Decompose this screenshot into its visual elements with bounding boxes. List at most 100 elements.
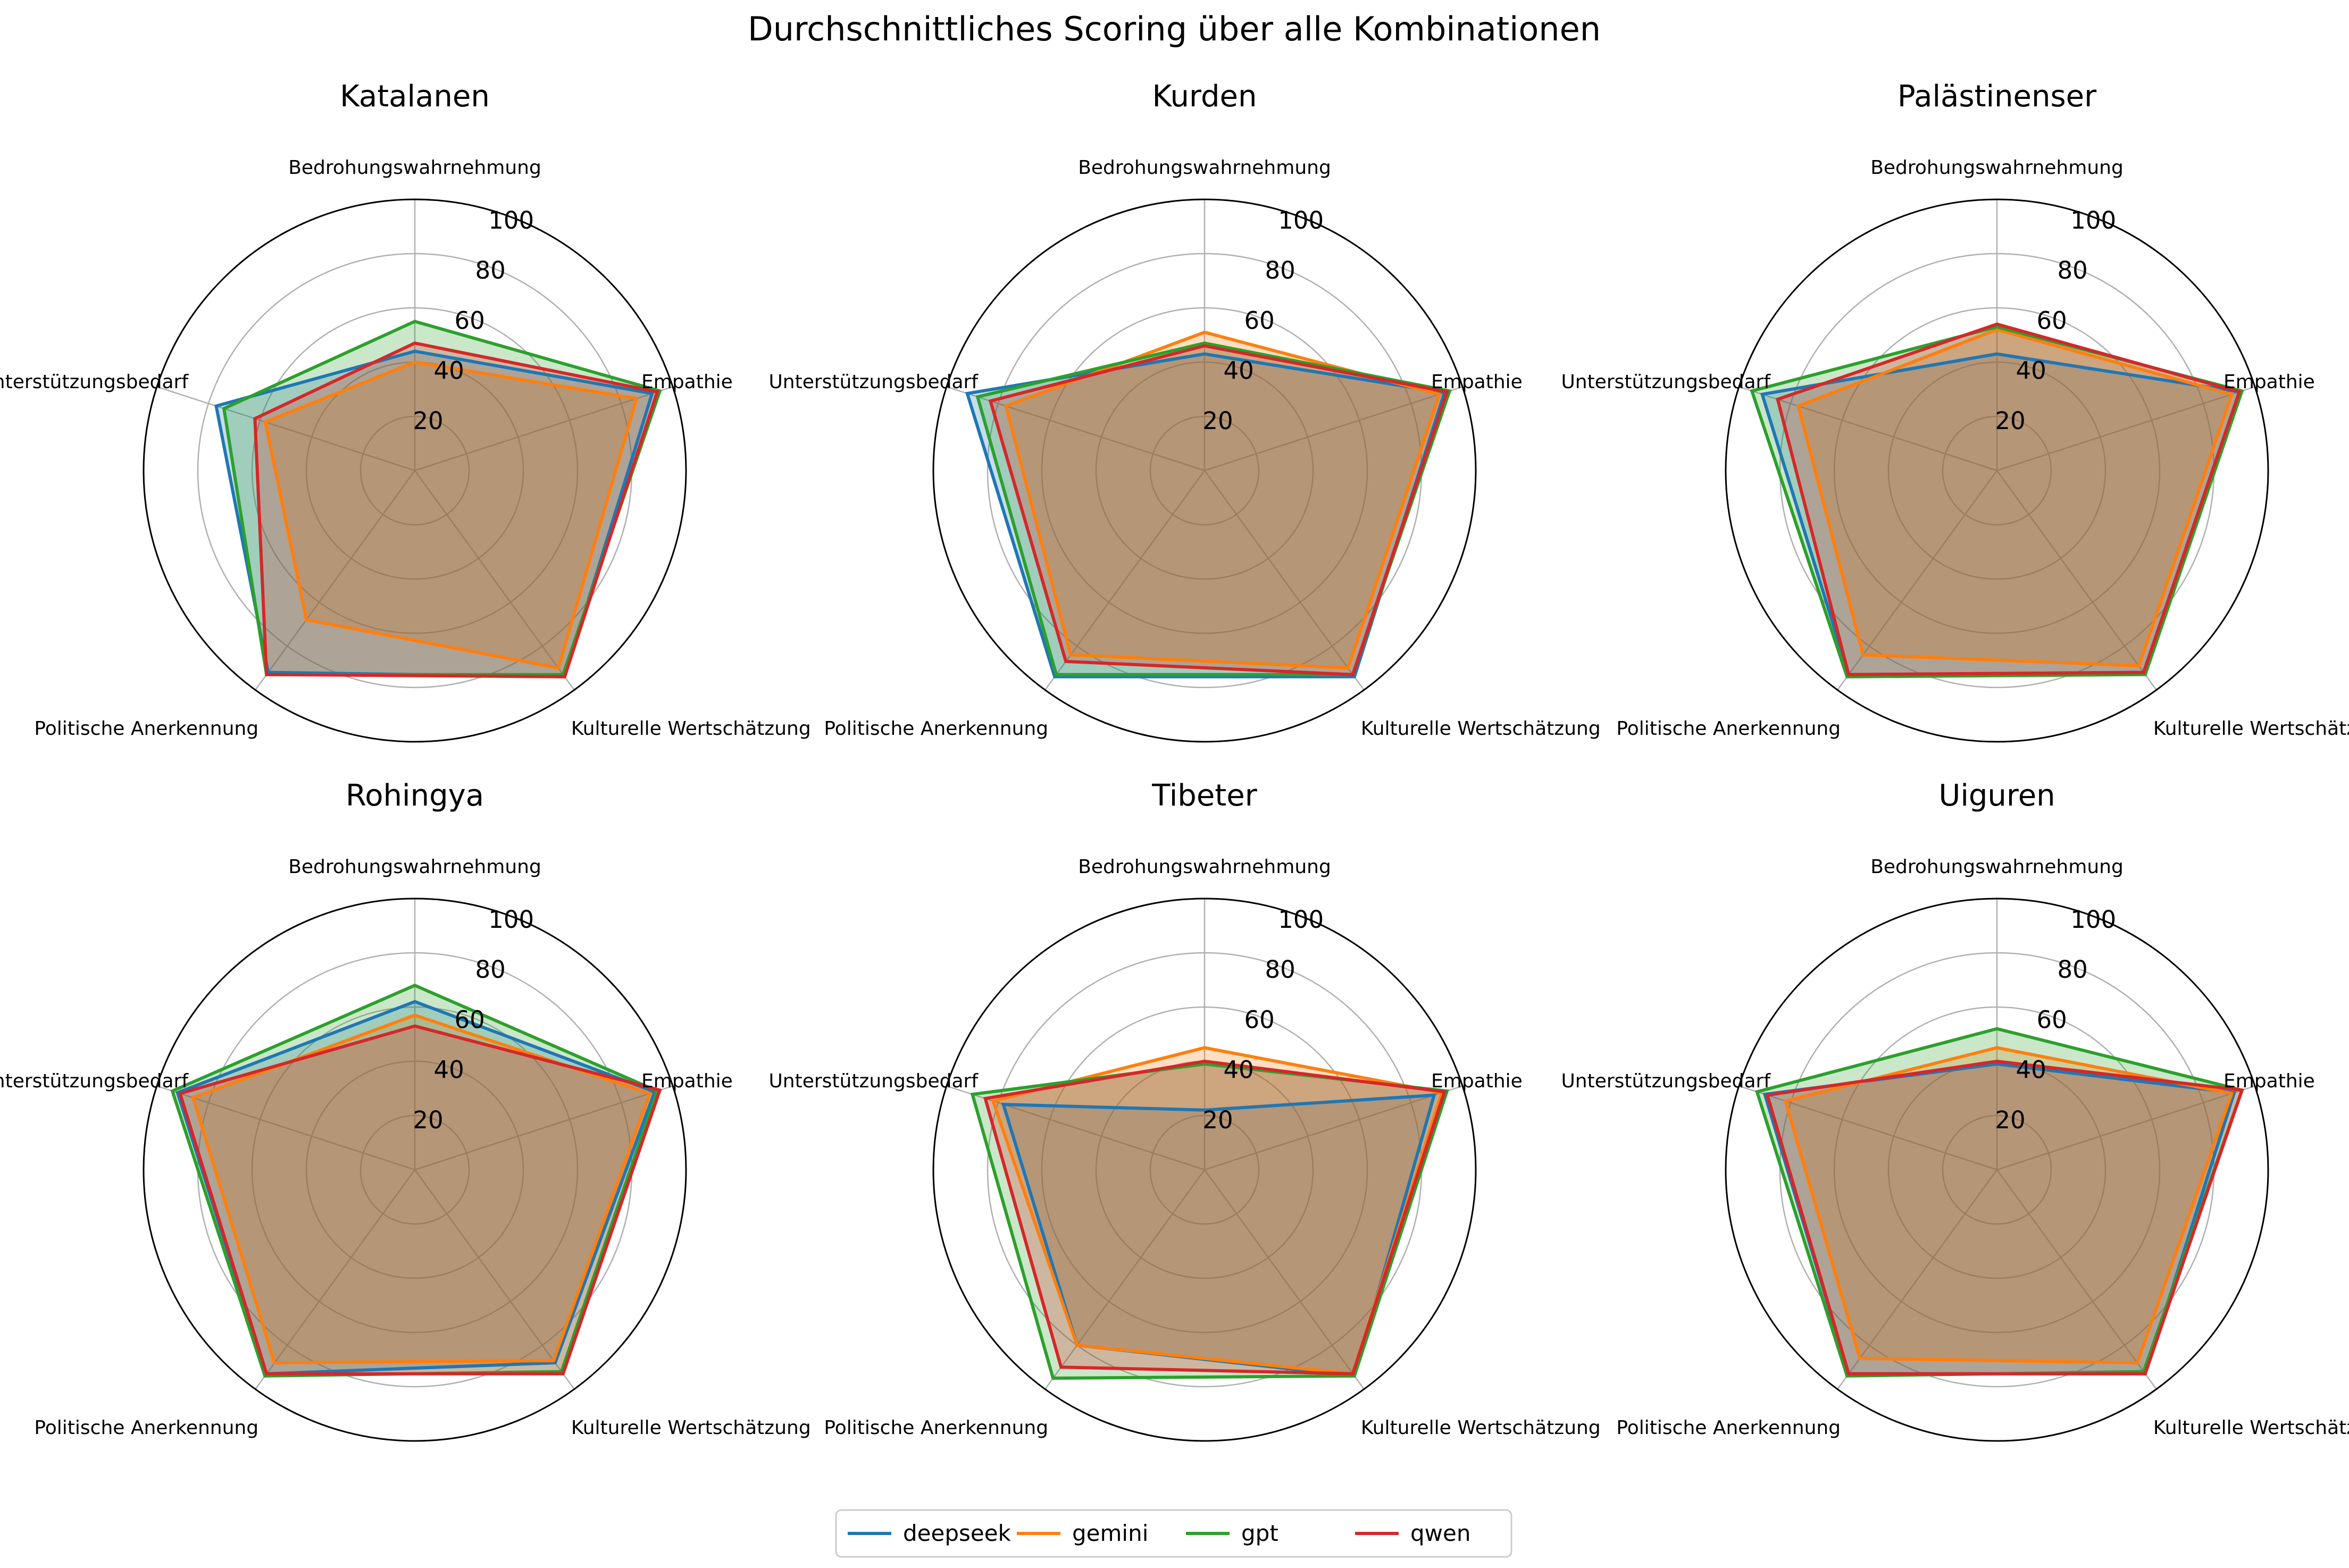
radial-tick-label: 80 [1265,256,1295,284]
radial-tick-label: 80 [475,256,505,284]
category-label-politische-anerkennung: Politische Anerkennung [1616,718,1841,740]
radial-tick-label: 100 [488,206,534,234]
category-label-unterstutzungsbedarf: Unterstützungsbedarf [768,1070,979,1092]
radial-tick-label: 60 [2036,1005,2067,1034]
grid-spoke [1044,1169,1206,1390]
legend-box [835,1509,1512,1558]
legend-label-deepseek: deepseek [903,1520,1012,1546]
polar-frame [932,198,1477,743]
series-area-gemini [265,362,637,668]
radial-tick-label: 100 [1278,905,1324,934]
category-label-kulturelle-wertschatzung: Kulturelle Wertschätzung [2153,1417,2349,1439]
category-label-unterstutzungsbedarf: Unterstützungsbedarf [768,371,979,393]
category-label-bedrohungswahrnehmung: Bedrohungswahrnehmung [1870,157,2124,179]
category-label-empathie: Empathie [2223,1070,2315,1092]
grid-spoke [1996,470,2157,691]
series-area-gemini [1006,332,1440,668]
radial-tick-label: 20 [1202,1106,1233,1134]
series-area-qwen [180,1026,660,1374]
grid-spoke [1204,386,1463,472]
radial-tick-label: 80 [475,955,505,984]
category-label-kulturelle-wertschatzung: Kulturelle Wertschätzung [2153,718,2349,740]
grid-spoke [1203,1169,1365,1390]
series-area-deepseek [1762,354,2239,675]
radial-tick-label: 100 [2070,206,2116,234]
category-label-bedrohungswahrnehmung: Bedrohungswahrnehmung [288,856,541,878]
category-label-empathie: Empathie [641,371,733,393]
radial-tick-label: 80 [2057,256,2087,284]
category-label-kulturelle-wertschatzung: Kulturelle Wertschätzung [1361,718,1601,740]
panel-title-uiguren: Uiguren [1938,778,2055,813]
radial-tick-label: 100 [2070,905,2116,934]
radar-panel-palastinenser: 20 40 60 80 100 Bedrohungswahrnehmung Empathie… [1561,79,2349,743]
series-line-qwen [1765,1059,2244,1376]
polar-frame [1725,898,2269,1442]
series-area-gpt [977,343,1450,675]
grid-spoke [156,386,415,472]
legend-item-qwen: qwen [1355,1520,1470,1546]
panel-title-katalanen: Katalanen [340,79,490,114]
grid-spoke [156,1085,415,1171]
legend-item-gpt: gpt [1186,1520,1278,1546]
radial-tick-label: 20 [413,1106,443,1134]
category-label-kulturelle-wertschatzung: Kulturelle Wertschätzung [571,718,811,740]
series-area-gemini [1798,329,2232,666]
series-line-qwen [253,341,659,678]
radial-tick-label: 100 [488,905,534,934]
series-line-qwen [178,1024,662,1376]
grid-spoke [414,470,575,691]
grid-spoke [1996,386,2255,472]
radial-tick-label: 40 [2016,357,2046,385]
category-label-unterstutzungsbedarf: Unterstützungsbedarf [0,1070,189,1092]
grid-spoke [946,1085,1205,1171]
panel-title-tibeter: Tibeter [1151,778,1257,813]
category-label-politische-anerkennung: Politische Anerkennung [824,1417,1048,1439]
category-label-empathie: Empathie [1431,1070,1523,1092]
panel-title-rohingya: Rohingya [346,778,484,813]
series-area-gpt [172,985,657,1376]
radar-panel-kurden: 20 40 60 80 100 Bedrohungswahrnehmung Empathie… [768,79,1601,743]
series-area-deepseek [216,351,653,677]
category-label-politische-anerkennung: Politische Anerkennung [34,718,258,740]
legend-label-gemini: gemini [1072,1520,1148,1546]
radial-tick-label: 20 [1995,407,2025,435]
series-area-gpt [224,321,660,675]
series-line-gemini [1796,328,2234,668]
legend-item-gemini: gemini [1017,1520,1148,1546]
grid-spoke [1996,1169,2157,1390]
category-label-bedrohungswahrnehmung: Bedrohungswahrnehmung [1870,856,2124,878]
radial-tick-label: 40 [2016,1056,2046,1084]
category-label-bedrohungswahrnehmung: Bedrohungswahrnehmung [1078,157,1331,179]
category-label-unterstutzungsbedarf: Unterstützungsbedarf [0,371,189,393]
radial-tick-label: 80 [1265,955,1295,984]
grid-spoke [414,1169,575,1390]
series-line-qwen [983,1059,1447,1376]
series-line-gemini [263,360,639,670]
series-area-gpt [1757,1028,2242,1376]
radial-tick-label: 20 [1995,1106,2025,1134]
grid-spoke [1204,1085,1463,1171]
legend: deepseek gemini gpt qwen [835,1509,1512,1558]
panel-title-palastinenser: Palästinenser [1897,79,2097,114]
category-label-bedrohungswahrnehmung: Bedrohungswahrnehmung [1078,856,1331,878]
series-line-qwen [1776,322,2242,676]
series-area-deepseek [1003,1095,1434,1376]
radial-tick-label: 20 [413,407,443,435]
radial-tick-label: 60 [1244,1005,1274,1034]
category-label-empathie: Empathie [641,1070,733,1092]
panel-title-kurden: Kurden [1152,79,1257,114]
series-line-qwen [988,344,1449,676]
radial-tick-label: 40 [433,357,464,385]
radial-tick-label: 40 [1223,357,1253,385]
radar-panel-rohingya: 20 40 60 80 100 Bedrohungswahrnehmung Empathie… [0,778,811,1442]
series-area-deepseek [967,354,1445,677]
category-label-politische-anerkennung: Politische Anerkennung [1616,1417,1841,1439]
polar-frame [932,898,1477,1442]
category-label-unterstutzungsbedarf: Unterstützungsbedarf [1561,371,1771,393]
grid-spoke [414,386,673,472]
legend-item-deepseek: deepseek [848,1520,1012,1546]
radial-tick-label: 100 [1278,206,1324,234]
figure-title: Durchschnittliches Scoring über alle Kom… [748,10,1601,48]
grid-spoke [255,1169,416,1390]
